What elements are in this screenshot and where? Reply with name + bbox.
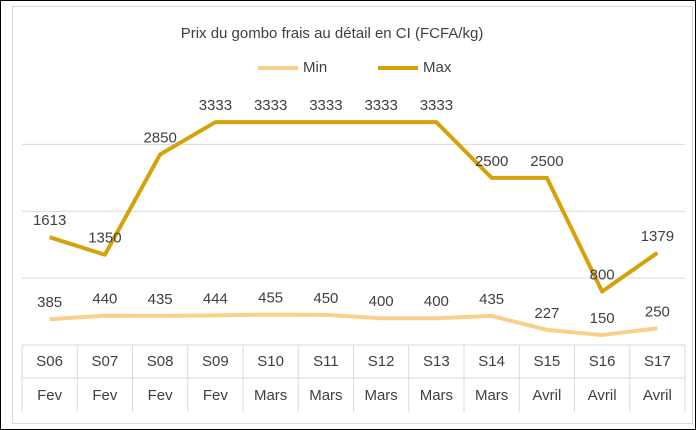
data-label: 2850 — [143, 129, 176, 146]
x-group-label: Fev — [37, 387, 63, 404]
data-label: 385 — [37, 294, 62, 311]
data-label: 455 — [258, 290, 283, 307]
data-label: 2500 — [475, 153, 508, 170]
data-label: 1379 — [641, 228, 674, 245]
x-group-label: Mars — [364, 387, 397, 404]
x-tick-label: S14 — [478, 353, 505, 370]
x-tick-label: S08 — [147, 353, 174, 370]
x-tick-label: S07 — [92, 353, 119, 370]
data-label: 227 — [534, 305, 559, 322]
x-group-label: Mars — [420, 387, 453, 404]
x-group-label: Fev — [203, 387, 229, 404]
data-label: 435 — [479, 291, 504, 308]
chart-border — [12, 6, 693, 424]
x-tick-label: S15 — [534, 353, 561, 370]
data-label: 400 — [369, 293, 394, 310]
data-label: 1613 — [33, 212, 66, 229]
x-group-label: Avril — [588, 387, 617, 404]
x-tick-label: S06 — [36, 353, 63, 370]
data-label: 435 — [148, 291, 173, 308]
legend-label: Max — [423, 59, 452, 76]
x-tick-label: S09 — [202, 353, 229, 370]
data-label: 3333 — [254, 97, 287, 114]
data-label: 250 — [645, 303, 670, 320]
data-label: 800 — [590, 266, 615, 283]
x-group-label: Mars — [254, 387, 287, 404]
x-group-label: Mars — [475, 387, 508, 404]
x-group-label: Fev — [92, 387, 118, 404]
x-group-label: Avril — [643, 387, 672, 404]
x-tick-label: S10 — [257, 353, 284, 370]
data-label: 150 — [590, 310, 615, 327]
series-line — [49, 120, 659, 294]
legend-label: Min — [303, 59, 327, 76]
series-line — [49, 312, 658, 337]
data-label: 400 — [424, 293, 449, 310]
chart-title: Prix du gombo frais au détail en CI (FCF… — [181, 25, 484, 42]
x-tick-label: S17 — [644, 353, 671, 370]
data-label: 2500 — [530, 153, 563, 170]
data-label: 3333 — [420, 97, 453, 114]
data-label: 3333 — [309, 97, 342, 114]
data-label: 1350 — [88, 230, 121, 247]
data-label: 440 — [92, 291, 117, 308]
x-tick-label: S11 — [313, 353, 339, 370]
data-label: 450 — [313, 290, 338, 307]
x-tick-label: S12 — [368, 353, 395, 370]
x-tick-label: S13 — [423, 353, 450, 370]
x-group-label: Fev — [148, 387, 174, 404]
data-label: 3333 — [364, 97, 397, 114]
data-label: 444 — [203, 290, 228, 307]
x-tick-label: S16 — [589, 353, 616, 370]
data-label: 3333 — [199, 97, 232, 114]
x-group-label: Avril — [532, 387, 561, 404]
x-group-label: Mars — [309, 387, 342, 404]
